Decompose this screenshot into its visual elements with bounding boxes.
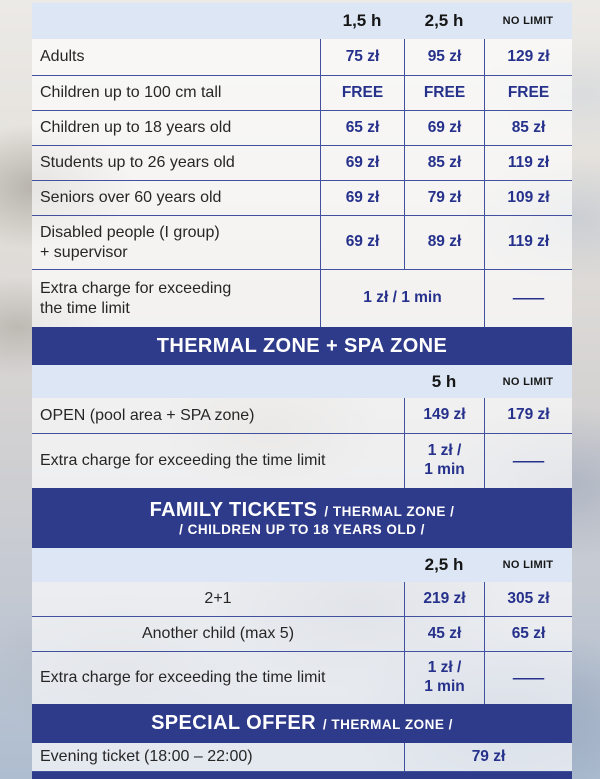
row-label: Children up to 18 years old <box>40 119 232 137</box>
banner-title: FAMILY TICKETS <box>149 499 318 521</box>
main-column-header-row: 1,5 h 2,5 h NO LIMIT <box>32 3 572 39</box>
price-cell: FREE <box>320 76 404 110</box>
table-row-extra-charge-spa: Extra charge for exceeding the time limi… <box>32 434 572 488</box>
price-cell: FREE <box>484 76 572 110</box>
price-cell: 305 zł <box>484 582 572 616</box>
table-row-another-child: Another child (max 5) 45 zł 65 zł <box>32 617 572 652</box>
price-cell: 109 zł <box>484 181 572 215</box>
price-cell: 45 zł <box>404 617 484 651</box>
row-label: Extra charge for exceeding the time limi… <box>40 280 232 317</box>
table-row-children-18: Children up to 18 years old 65 zł 69 zł … <box>32 111 572 146</box>
price-cell: 129 zł <box>484 39 572 75</box>
price-cell: 65 zł <box>320 111 404 145</box>
price-table: 1,5 h 2,5 h NO LIMIT Adults 75 zł 95 zł … <box>32 3 572 779</box>
price-cell: 75 zł <box>320 39 404 75</box>
banner-title: SPECIAL OFFER <box>151 712 316 734</box>
row-label: Another child (max 5) <box>141 625 295 643</box>
extra-charge-cell: 1 zł / 1 min <box>320 270 484 327</box>
no-price-cell: — <box>484 270 572 327</box>
row-label: OPEN (pool area + SPA zone) <box>40 406 255 424</box>
table-row-2plus1: 2+1 219 zł 305 zł <box>32 582 572 617</box>
price-cell: 119 zł <box>484 216 572 269</box>
section-banner-family-tickets: FAMILY TICKETS / THERMAL ZONE / / CHILDR… <box>32 488 572 548</box>
table-row-children-100cm: Children up to 100 cm tall FREE FREE FRE… <box>32 76 572 111</box>
price-cell: 65 zł <box>484 617 572 651</box>
section-banner-special-offer: SPECIAL OFFER / THERMAL ZONE / <box>32 704 572 743</box>
price-cell: 69 zł <box>404 111 484 145</box>
column-header-1-5h: 1,5 h <box>342 11 382 30</box>
price-cell: 119 zł <box>484 146 572 180</box>
price-cell: FREE <box>404 76 484 110</box>
row-label: Extra charge for exceeding the time limi… <box>40 452 326 470</box>
row-label: Disabled people (I group) + supervisor <box>40 224 220 261</box>
extra-charge-cell: 1 zł / 1 min <box>404 434 484 488</box>
no-price-cell: — <box>484 652 572 704</box>
price-cell: 89 zł <box>404 216 484 269</box>
row-label: Children up to 100 cm tall <box>40 84 222 102</box>
extra-charge-cell: 1 zł / 1 min <box>404 652 484 704</box>
price-cell: 149 zł <box>404 398 484 433</box>
row-label: Evening ticket (18:00 – 22:00) <box>40 748 253 766</box>
no-price-dash: — <box>512 290 545 307</box>
thermal-spa-column-header-row: 5 h NO LIMIT <box>32 365 572 398</box>
banner-subtitle: / THERMAL ZONE / <box>322 717 453 732</box>
row-label: Students up to 26 years old <box>40 154 235 172</box>
price-cell: 69 zł <box>320 146 404 180</box>
row-label: Seniors over 60 years old <box>40 189 222 207</box>
family-column-header-row: 2,5 h NO LIMIT <box>32 548 572 582</box>
table-row-seniors: Seniors over 60 years old 69 zł 79 zł 10… <box>32 181 572 216</box>
column-header-no-limit: NO LIMIT <box>502 15 554 27</box>
table-row-evening-ticket: Evening ticket (18:00 – 22:00) 79 zł <box>32 743 572 772</box>
price-cell: 79 zł <box>404 181 484 215</box>
table-row-extra-charge-main: Extra charge for exceeding the time limi… <box>32 270 572 327</box>
no-price-cell: — <box>484 434 572 488</box>
table-row-open: OPEN (pool area + SPA zone) 149 zł 179 z… <box>32 398 572 434</box>
table-row-extra-charge-family: Extra charge for exceeding the time limi… <box>32 652 572 704</box>
table-row-adults: Adults 75 zł 95 zł 129 zł <box>32 39 572 76</box>
price-cell: 69 zł <box>320 216 404 269</box>
row-label: Adults <box>40 48 85 66</box>
column-header-2-5h: 2,5 h <box>424 11 464 30</box>
price-cell: 219 zł <box>404 582 484 616</box>
column-header-no-limit: NO LIMIT <box>502 375 554 388</box>
column-header-no-limit: NO LIMIT <box>502 559 554 571</box>
price-cell: 85 zł <box>404 146 484 180</box>
price-cell: 69 zł <box>320 181 404 215</box>
price-cell: 85 zł <box>484 111 572 145</box>
no-price-dash: — <box>512 669 545 687</box>
row-label: 2+1 <box>204 590 232 608</box>
next-section-banner-cropped <box>32 772 572 779</box>
section-banner-thermal-spa: THERMAL ZONE + SPA ZONE <box>32 327 572 365</box>
price-cell: 179 zł <box>484 398 572 433</box>
banner-title: THERMAL ZONE + SPA ZONE <box>156 334 448 357</box>
no-price-dash: — <box>512 452 545 470</box>
banner-subtitle: / THERMAL ZONE / <box>324 504 455 519</box>
row-label: Extra charge for exceeding the time limi… <box>40 669 326 687</box>
price-cell: 95 zł <box>404 39 484 75</box>
table-row-students: Students up to 26 years old 69 zł 85 zł … <box>32 146 572 181</box>
column-header-2-5h: 2,5 h <box>424 555 464 574</box>
price-cell: 79 zł <box>404 743 572 771</box>
banner-subtitle-line2: / CHILDREN UP TO 18 YEARS OLD / <box>179 522 425 537</box>
column-header-5h: 5 h <box>431 371 457 391</box>
table-row-disabled: Disabled people (I group) + supervisor 6… <box>32 216 572 270</box>
